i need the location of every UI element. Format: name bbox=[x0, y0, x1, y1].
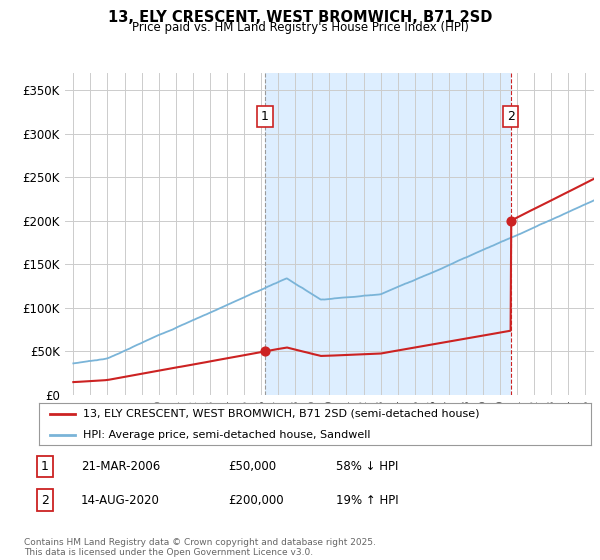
Text: 21-MAR-2006: 21-MAR-2006 bbox=[81, 460, 160, 473]
Text: Price paid vs. HM Land Registry's House Price Index (HPI): Price paid vs. HM Land Registry's House … bbox=[131, 21, 469, 34]
Text: 14-AUG-2020: 14-AUG-2020 bbox=[81, 493, 160, 507]
Text: 58% ↓ HPI: 58% ↓ HPI bbox=[336, 460, 398, 473]
Text: 19% ↑ HPI: 19% ↑ HPI bbox=[336, 493, 398, 507]
Text: 1: 1 bbox=[41, 460, 49, 473]
Bar bbox=[265, 73, 511, 395]
Text: HPI: Average price, semi-detached house, Sandwell: HPI: Average price, semi-detached house,… bbox=[83, 430, 371, 440]
Text: 1: 1 bbox=[261, 110, 269, 123]
Text: 2: 2 bbox=[41, 493, 49, 507]
Text: Contains HM Land Registry data © Crown copyright and database right 2025.
This d: Contains HM Land Registry data © Crown c… bbox=[24, 538, 376, 557]
Point bbox=[506, 216, 515, 225]
Text: £50,000: £50,000 bbox=[228, 460, 276, 473]
Text: £200,000: £200,000 bbox=[228, 493, 284, 507]
Text: 2: 2 bbox=[507, 110, 515, 123]
Text: 13, ELY CRESCENT, WEST BROMWICH, B71 2SD (semi-detached house): 13, ELY CRESCENT, WEST BROMWICH, B71 2SD… bbox=[83, 409, 479, 419]
Point bbox=[260, 347, 269, 356]
Text: 13, ELY CRESCENT, WEST BROMWICH, B71 2SD: 13, ELY CRESCENT, WEST BROMWICH, B71 2SD bbox=[108, 10, 492, 25]
